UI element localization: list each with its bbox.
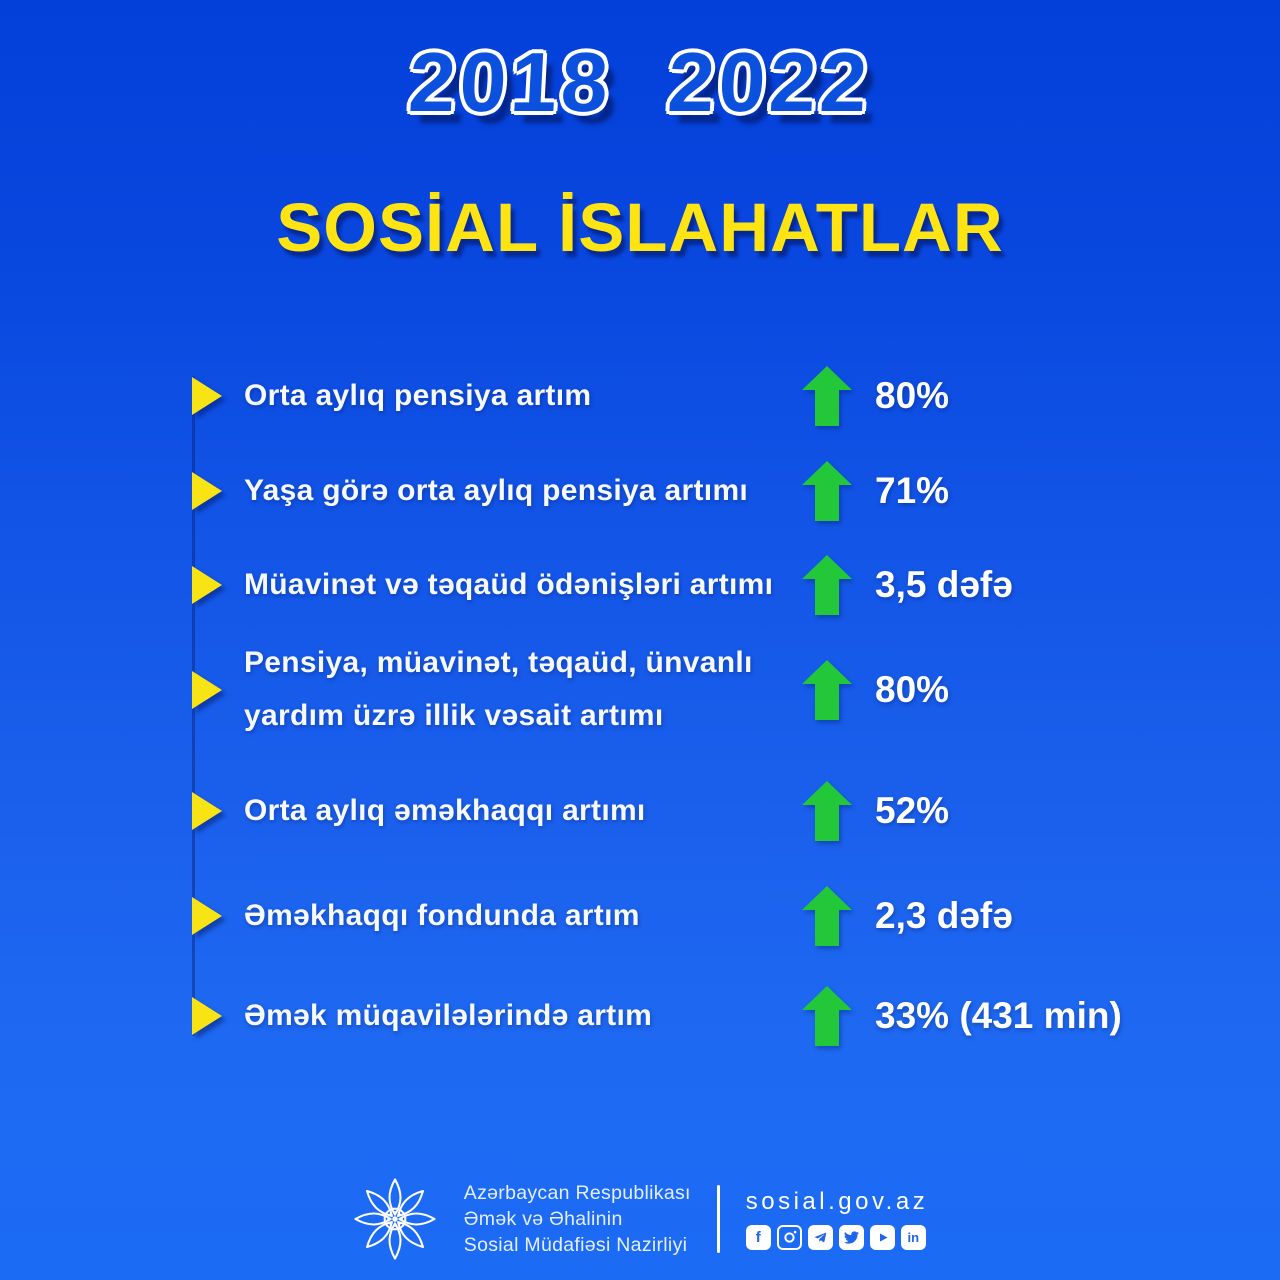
stat-row: Orta aylıq pensiya artım 80%: [192, 356, 1152, 436]
up-arrow-icon: [802, 886, 852, 946]
year-end: 2022: [665, 35, 874, 129]
up-arrow-icon: [802, 366, 852, 426]
triangle-bullet-icon: [192, 377, 222, 415]
triangle-bullet-icon: [192, 472, 222, 510]
ministry-logo-icon: [354, 1178, 436, 1260]
up-arrow-icon: [802, 660, 852, 720]
up-arrow-icon: [802, 461, 852, 521]
years-header: 2018 2022: [0, 34, 1280, 131]
social-icons-row: f: [745, 1225, 928, 1250]
page-title: SOSİAL İSLAHATLAR: [276, 189, 1004, 266]
triangle-bullet-icon: [192, 997, 222, 1035]
stat-value: 2,3 dəfə: [875, 895, 1013, 936]
stat-label: Orta aylıq əməkhaqqı artımı: [244, 793, 646, 827]
stat-row: Pensiya, müavinət, təqaüd, ünvanlı yardı…: [192, 625, 1152, 755]
triangle-bullet-icon: [192, 897, 222, 935]
twitter-icon: [838, 1225, 864, 1250]
stat-label: Yaşa görə orta aylıq pensiya artımı: [244, 473, 749, 507]
footer-divider: [716, 1185, 720, 1253]
up-arrow-icon: [802, 781, 852, 841]
triangle-bullet-icon: [192, 671, 222, 709]
stat-label: Pensiya, müavinət, təqaüd, ünvanlı yardı…: [244, 646, 753, 732]
year-start: 2018: [406, 35, 615, 129]
stat-label: Əmək müqavilələrində artım: [244, 998, 653, 1032]
linkedin-icon: in: [900, 1225, 926, 1250]
stat-value: 33% (431 min): [875, 995, 1122, 1036]
up-arrow-icon: [802, 555, 852, 615]
stat-label: Müavinət və təqaüd ödənişləri artımı: [244, 567, 774, 601]
stat-value: 3,5 dəfə: [875, 564, 1013, 605]
footer: Azərbaycan Respublikası Əmək və Əhalinin…: [0, 1176, 1280, 1262]
stat-row: Müavinət və təqaüd ödənişləri artımı 3,5…: [192, 545, 1152, 625]
stat-row: Yaşa görə orta aylıq pensiya artımı 71%: [192, 451, 1152, 531]
stat-value: 71%: [875, 470, 950, 511]
telegram-icon: [807, 1225, 833, 1250]
triangle-bullet-icon: [192, 566, 222, 604]
stat-row: Əmək müqavilələrində artım 33% (431 min): [192, 976, 1152, 1056]
instagram-icon: [776, 1225, 802, 1250]
stat-label: Əməkhaqqı fondunda artım: [244, 898, 640, 932]
up-arrow-icon: [802, 986, 852, 1046]
stat-label: Orta aylıq pensiya artım: [244, 378, 592, 412]
triangle-bullet-icon: [192, 792, 222, 830]
stat-value: 80%: [875, 375, 950, 416]
ministry-name: Azərbaycan Respublikası Əmək və Əhalinin…: [463, 1181, 691, 1257]
stat-value: 80%: [875, 669, 950, 710]
footer-links: sosial.gov.az f: [745, 1188, 929, 1250]
youtube-icon: [869, 1225, 895, 1250]
stat-value: 52%: [875, 790, 950, 831]
stat-row: Orta aylıq əməkhaqqı artımı 52%: [192, 771, 1152, 851]
website-link: sosial.gov.az: [745, 1188, 929, 1215]
facebook-icon: f: [745, 1225, 771, 1250]
stat-row: Əməkhaqqı fondunda artım 2,3 dəfə: [192, 876, 1152, 956]
